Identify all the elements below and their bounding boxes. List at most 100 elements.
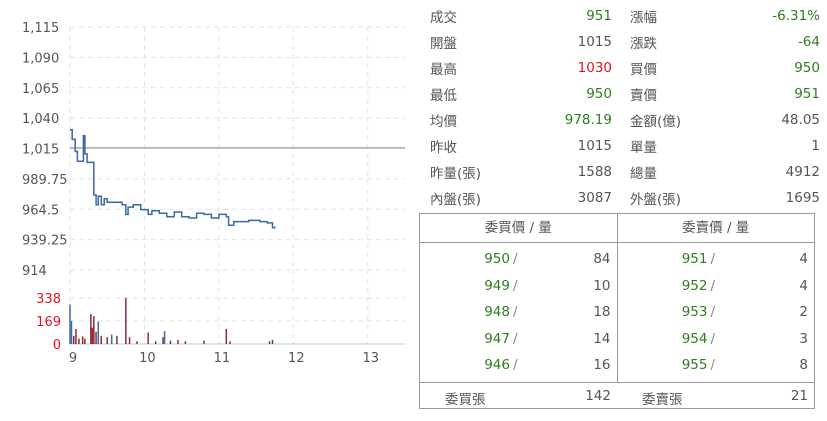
bid-header: 委買價 / 量 xyxy=(420,214,618,242)
price: 946 xyxy=(484,357,510,374)
price: 955 xyxy=(681,357,708,374)
ask-row: 953/ 2 xyxy=(618,299,815,326)
quote-row: 均價 978.19 金額(億) 48.05 xyxy=(420,107,820,133)
bid-row: 948/ 18 xyxy=(420,299,617,326)
bid-total-label: 委買張 xyxy=(445,391,486,408)
price-line xyxy=(70,129,276,229)
separator: / xyxy=(710,330,716,347)
quote-label: 最高 xyxy=(430,62,457,78)
price-tick-label: 964.5 xyxy=(22,203,59,218)
price-tick-label: 1,115 xyxy=(22,21,59,36)
quote-value: -6.31% xyxy=(772,8,820,24)
quote-row: 最高 1030 買價 950 xyxy=(420,55,820,81)
price-tick-label: 1,065 xyxy=(22,82,59,97)
quote-label: 單量 xyxy=(630,140,657,156)
volume-tick-label: 169 xyxy=(36,315,61,330)
quantity: 18 xyxy=(593,304,611,321)
quantity: 10 xyxy=(593,277,611,294)
separator: / xyxy=(710,251,716,268)
price-tick-label: 939.25 xyxy=(22,234,68,249)
separator: / xyxy=(513,357,518,374)
ask-row: 954/ 3 xyxy=(618,326,815,353)
quote-value: 1 xyxy=(811,138,820,154)
quantity: 4 xyxy=(799,277,808,294)
quantity: 3 xyxy=(799,330,808,347)
time-tick-label: 12 xyxy=(288,351,305,366)
quote-label: 總量 xyxy=(630,166,657,182)
quantity: 2 xyxy=(799,304,808,321)
time-tick-label: 9 xyxy=(69,351,77,366)
bid-row: 947/ 14 xyxy=(420,326,617,353)
quote-value: 1030 xyxy=(577,60,612,76)
quantity: 14 xyxy=(593,330,611,347)
ask-total-label: 委賣張 xyxy=(642,391,683,408)
quote-value: 950 xyxy=(794,60,820,76)
quote-value: 4912 xyxy=(785,164,820,180)
time-tick-label: 10 xyxy=(139,351,156,366)
separator: / xyxy=(513,277,518,294)
ask-row: 952/ 4 xyxy=(618,273,815,300)
order-book: 委買價 / 量 委賣價 / 量 950/84 949/10 948/18 947/14… xyxy=(419,213,815,409)
separator: / xyxy=(513,304,518,321)
quantity: 8 xyxy=(799,357,808,374)
quote-row: 昨收 1015 單量 1 xyxy=(420,133,820,159)
ask-list: 951/4 952/4 953/2 954/3 955/8 xyxy=(618,243,815,382)
quote-label: 昨量(張) xyxy=(430,166,482,182)
price-tick-label: 914 xyxy=(22,264,47,279)
separator: / xyxy=(710,277,716,294)
bid-list: 950/84 949/10 948/18 947/14 946/16 xyxy=(420,243,618,382)
price: 952 xyxy=(681,277,708,294)
quote-value: 1015 xyxy=(577,34,612,50)
quote-label: 漲幅 xyxy=(630,10,657,26)
bid-row: 946/ 16 xyxy=(420,352,617,379)
quote-label: 買價 xyxy=(630,62,657,78)
quote-value: -64 xyxy=(797,34,820,50)
ask-total: 21 xyxy=(790,387,808,404)
price-tick-label: 1,040 xyxy=(22,112,59,127)
bid-row: 950/ 84 xyxy=(420,246,617,273)
quote-label: 漲跌 xyxy=(630,36,657,52)
quote-row: 最低 950 賣價 951 xyxy=(420,81,820,107)
quote-row: 成交 951 漲幅 -6.31% xyxy=(420,3,820,29)
intraday-chart: 1,115 1,090 1,065 1,040 1,015 989.75 964.5 939.… xyxy=(22,21,405,366)
quote-row: 開盤 1015 漲跌 -64 xyxy=(420,29,820,55)
quote-label: 最低 xyxy=(430,88,457,104)
price: 951 xyxy=(681,251,708,268)
quote-table: 成交 951 漲幅 -6.31% 開盤 1015 漲跌 -64 最高 1030 買價 950 最低 950… xyxy=(420,3,820,211)
separator: / xyxy=(513,330,518,347)
quantity: 4 xyxy=(799,251,808,268)
quote-value: 950 xyxy=(586,86,612,102)
quote-label: 均價 xyxy=(430,114,457,130)
price: 947 xyxy=(484,330,510,347)
quote-value: 1588 xyxy=(577,164,612,180)
price: 949 xyxy=(484,277,510,294)
quote-value: 48.05 xyxy=(781,112,820,128)
quote-value: 951 xyxy=(586,8,612,24)
quote-label: 內盤(張) xyxy=(430,192,482,208)
separator: / xyxy=(710,357,716,374)
quote-label: 金額(億) xyxy=(630,114,682,130)
price: 953 xyxy=(681,304,708,321)
quote-row: 昨量(張) 1588 總量 4912 xyxy=(420,159,820,185)
price: 954 xyxy=(681,330,708,347)
bid-row: 949/ 10 xyxy=(420,273,617,300)
volume-tick-label: 0 xyxy=(53,338,61,353)
quantity: 84 xyxy=(593,251,611,268)
volume-tick-label: 338 xyxy=(36,292,61,307)
quote-label: 成交 xyxy=(430,10,457,26)
quote-row: 內盤(張) 3087 外盤(張) 1695 xyxy=(420,185,820,211)
price-tick-label: 989.75 xyxy=(22,173,68,188)
quote-label: 賣價 xyxy=(630,88,657,104)
ask-row: 955/ 8 xyxy=(618,352,815,379)
price-tick-label: 1,090 xyxy=(22,51,59,66)
ask-header: 委賣價 / 量 xyxy=(682,220,750,236)
time-tick-label: 11 xyxy=(214,351,231,366)
bid-total: 142 xyxy=(585,387,611,404)
time-tick-label: 13 xyxy=(363,351,380,366)
quote-value: 1015 xyxy=(577,138,612,154)
price: 948 xyxy=(484,304,510,321)
quote-label: 開盤 xyxy=(430,36,457,52)
quote-value: 3087 xyxy=(577,190,612,206)
quantity: 16 xyxy=(593,357,611,374)
quote-label: 外盤(張) xyxy=(630,192,682,208)
